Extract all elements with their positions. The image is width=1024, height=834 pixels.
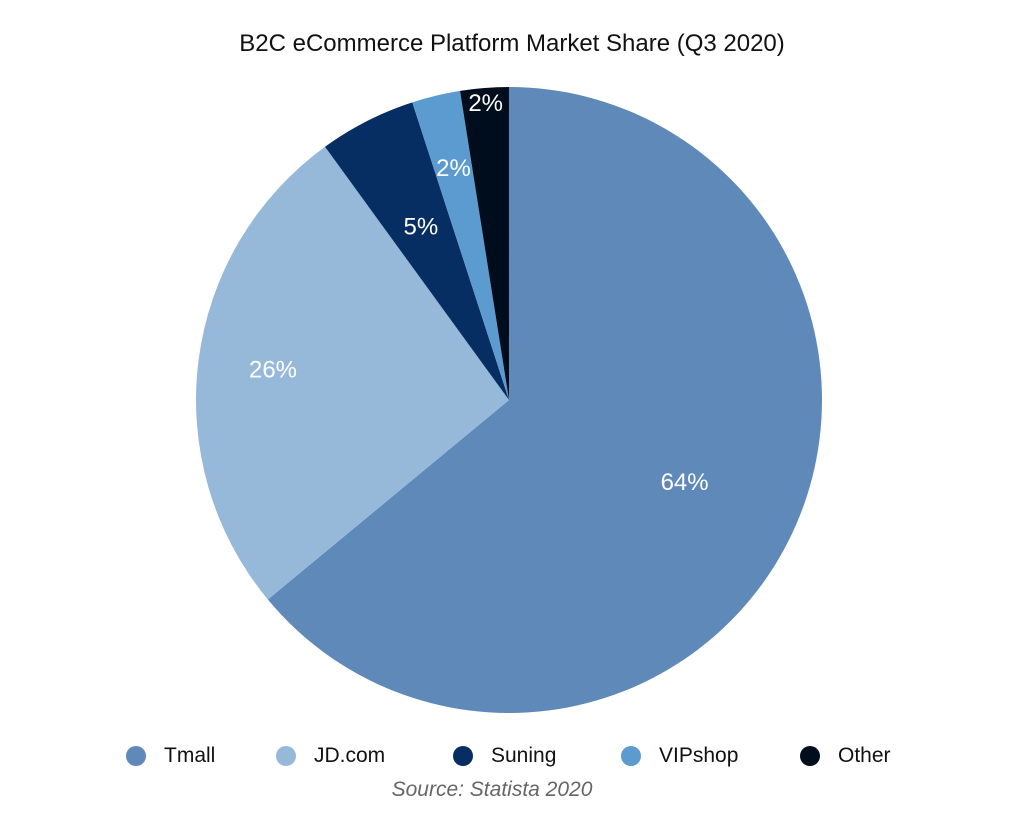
legend-label: VIPshop (659, 744, 739, 767)
pie-slice-vipshop (412, 90, 509, 400)
legend-label: Other (838, 744, 891, 767)
legend-swatch (621, 746, 641, 766)
legend-item-tmall: Tmall (126, 741, 215, 771)
slice-label-suning: 5% (404, 214, 439, 241)
slice-label-tmall: 64% (661, 469, 709, 496)
legend: Tmall JD.com Suning VIPshop Other (0, 741, 1024, 771)
legend-label: JD.com (314, 744, 386, 767)
pie-slice-tmall (267, 87, 822, 714)
legend-item-vipshop: VIPshop (621, 741, 738, 771)
legend-label: Suning (491, 744, 557, 767)
slice-label-vipshop: 2% (436, 155, 471, 182)
pie-slice-other (460, 87, 509, 400)
legend-swatch (453, 746, 473, 766)
legend-swatch (126, 746, 146, 766)
legend-item-jd-com: JD.com (276, 741, 385, 771)
legend-item-suning: Suning (453, 741, 556, 771)
legend-swatch (800, 746, 820, 766)
legend-item-other: Other (800, 741, 891, 771)
slice-label-jd-com: 26% (249, 357, 297, 384)
slice-label-other: 2% (468, 90, 503, 117)
pie-slice-jd-com (196, 146, 510, 600)
legend-swatch (276, 746, 296, 766)
source-note: Source: Statista 2020 (391, 778, 593, 801)
chart-title: B2C eCommerce Platform Market Share (Q3 … (239, 30, 785, 57)
pie-slice-suning (325, 102, 509, 401)
legend-label: Tmall (164, 744, 216, 767)
